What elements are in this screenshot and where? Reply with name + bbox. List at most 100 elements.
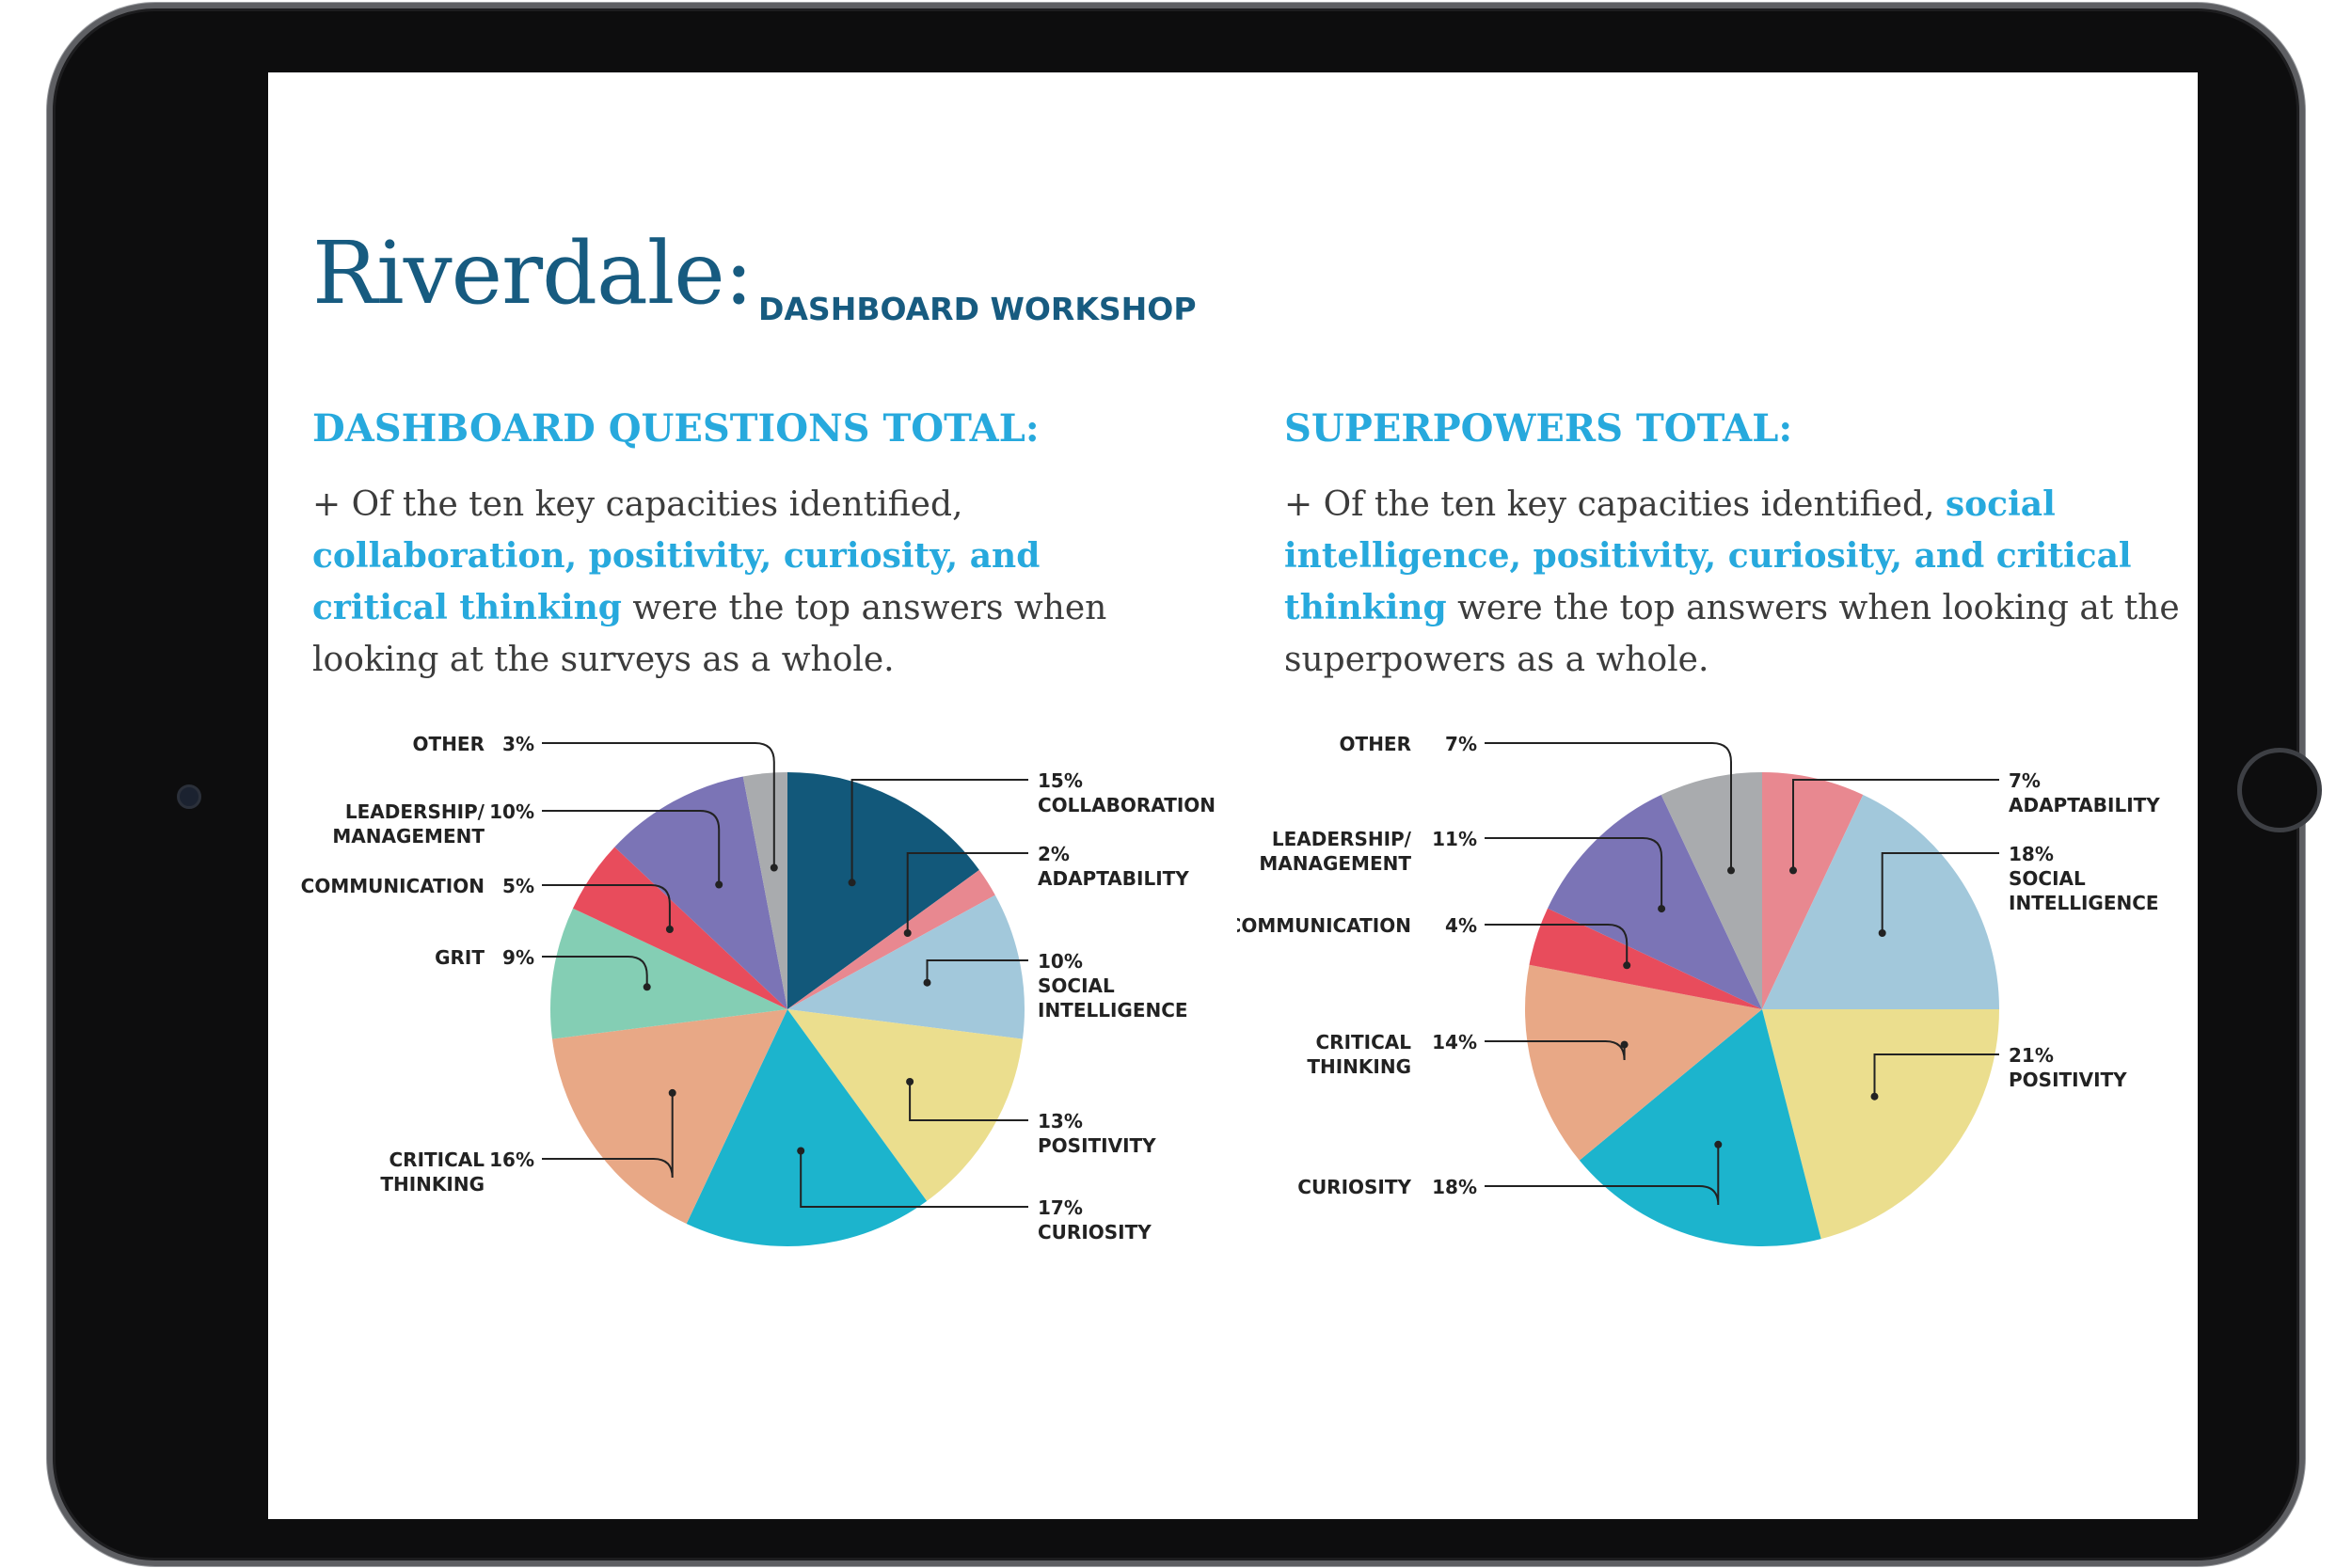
slice-percent-label: 15% [1038, 769, 1083, 792]
slice-name-label: COMMUNICATION [301, 875, 485, 897]
body-text: + Of the ten key capacities identified, [1284, 485, 1946, 524]
body-text: + Of the ten key capacities identified, [312, 485, 963, 524]
slice-percent-label: 10% [1038, 950, 1083, 973]
leader-line [1873, 1053, 1999, 1097]
leader-dot [668, 1088, 676, 1097]
pie-slice-curiosity [686, 1009, 928, 1247]
pie-slice-critical-thinking [551, 1009, 787, 1225]
pie-slice-communication [572, 847, 787, 1009]
slice-name-label: POSITIVITY [2009, 1069, 2127, 1091]
leader-dot [797, 1147, 805, 1155]
slice-percent-label: 14% [1432, 1031, 1477, 1053]
pie-slice-adaptability [787, 869, 995, 1009]
leader-dot [1870, 1092, 1879, 1101]
slice-name-label: LEADERSHIP/ [1272, 828, 1412, 850]
leader-line [909, 1082, 1028, 1121]
page-title: Riverdale: [312, 223, 754, 324]
leader-line [1792, 779, 1999, 871]
slice-percent-label: 11% [1432, 828, 1477, 850]
pie-slice-other [1661, 772, 1762, 1009]
slice-percent-label: 5% [502, 875, 534, 897]
slice-percent-label: 13% [1038, 1110, 1083, 1132]
leader-dot [1623, 961, 1631, 970]
pie-slice-positivity [1762, 1009, 1999, 1240]
leader-line [850, 779, 1028, 883]
slice-name-label: MANAGEMENT [1259, 852, 1411, 875]
slice-name-label: LEADERSHIP/ [345, 800, 485, 823]
slice-name-label: OTHER [413, 733, 485, 755]
slice-name-label: ADAPTABILITY [1038, 867, 1189, 890]
leader-dot [906, 1078, 914, 1085]
section-title-dashboard: DASHBOARD QUESTIONS TOTAL: [312, 406, 1040, 451]
leader-line [926, 959, 1028, 983]
leader-line [1881, 852, 1999, 933]
slice-name-label: CURIOSITY [1297, 1176, 1411, 1198]
leader-line [1485, 924, 1629, 966]
tablet-screen: Riverdale: DASHBOARD WORKSHOP DASHBOARD … [268, 72, 2198, 1519]
body-highlight: social intelligence, positivity, curiosi… [1284, 484, 2132, 627]
pie-slice-positivity [787, 1009, 1024, 1201]
leader-line [542, 956, 648, 988]
leader-line [1485, 837, 1663, 910]
slice-name-label: COMMUNICATION [1237, 914, 1411, 937]
page-subtitle: DASHBOARD WORKSHOP [758, 291, 1197, 327]
leader-dot [770, 863, 778, 872]
slice-name-label: POSITIVITY [1038, 1134, 1156, 1157]
leader-dot [848, 879, 856, 887]
slice-name-label: INTELLIGENCE [1038, 999, 1188, 1022]
slice-name-label: CURIOSITY [1038, 1221, 1152, 1243]
pie-slice-communication [1529, 908, 1762, 1009]
pie-chart-superpowers: 7%ADAPTABILITY18%SOCIALINTELLIGENCE21%PO… [1237, 733, 2160, 1246]
slice-percent-label: 7% [2009, 769, 2041, 792]
slice-name-label: INTELLIGENCE [2009, 892, 2159, 914]
pie-slice-adaptability [1762, 772, 1864, 1009]
section-body-dashboard: + Of the ten key capacities identified, … [312, 479, 1159, 686]
body-text: were the top answers when looking at the… [312, 589, 1107, 679]
pie-slice-grit [550, 908, 787, 1039]
slice-name-label: CRITICAL [1315, 1031, 1411, 1053]
leader-line [1485, 1144, 1720, 1206]
leader-dot [643, 983, 651, 991]
slice-percent-label: 16% [489, 1148, 534, 1171]
leader-dot [923, 978, 931, 987]
leader-dot [1878, 929, 1886, 937]
leader-line [542, 1092, 674, 1179]
slice-percent-label: 10% [489, 800, 534, 823]
leader-dot [1620, 1040, 1629, 1049]
slice-percent-label: 2% [1038, 843, 1070, 865]
slice-name-label: OTHER [1340, 733, 1411, 755]
body-text: were the top answers when looking at the… [1284, 589, 2180, 679]
pie-slice-collaboration [787, 772, 979, 1009]
leader-line [1485, 742, 1732, 871]
leader-dot [665, 926, 674, 933]
slice-name-label: ADAPTABILITY [2009, 794, 2160, 816]
pie-slice-leadership-management [1547, 794, 1762, 1009]
slice-percent-label: 9% [502, 946, 534, 969]
pie-slice-social-intelligence [787, 895, 1025, 1039]
leader-line [906, 852, 1028, 933]
leader-line [1485, 1040, 1626, 1061]
leader-dot [1658, 905, 1666, 913]
body-highlight: collaboration, positivity, curiosity, an… [312, 536, 1041, 627]
slice-percent-label: 4% [1445, 914, 1477, 937]
slice-name-label: GRIT [435, 946, 485, 969]
leader-line [800, 1150, 1028, 1208]
slice-name-label: MANAGEMENT [332, 825, 485, 847]
leader-dot [1727, 866, 1735, 875]
leader-dot [715, 880, 723, 889]
slice-name-label: CRITICAL [389, 1148, 485, 1171]
slice-percent-label: 18% [2009, 843, 2054, 865]
home-button[interactable] [2237, 748, 2322, 832]
slice-name-label: THINKING [1307, 1055, 1411, 1078]
leader-dot [903, 929, 912, 937]
tablet-frame: Riverdale: DASHBOARD WORKSHOP DASHBOARD … [47, 3, 2322, 1566]
slice-name-label: THINKING [380, 1173, 485, 1196]
leader-dot [1714, 1140, 1723, 1148]
slice-name-label: SOCIAL [1038, 974, 1115, 997]
leader-line [542, 742, 775, 868]
leader-dot [1789, 866, 1797, 875]
leader-line [542, 884, 671, 929]
slice-percent-label: 7% [1445, 733, 1477, 755]
section-title-superpowers: SUPERPOWERS TOTAL: [1284, 406, 1793, 451]
slice-percent-label: 17% [1038, 1196, 1083, 1219]
